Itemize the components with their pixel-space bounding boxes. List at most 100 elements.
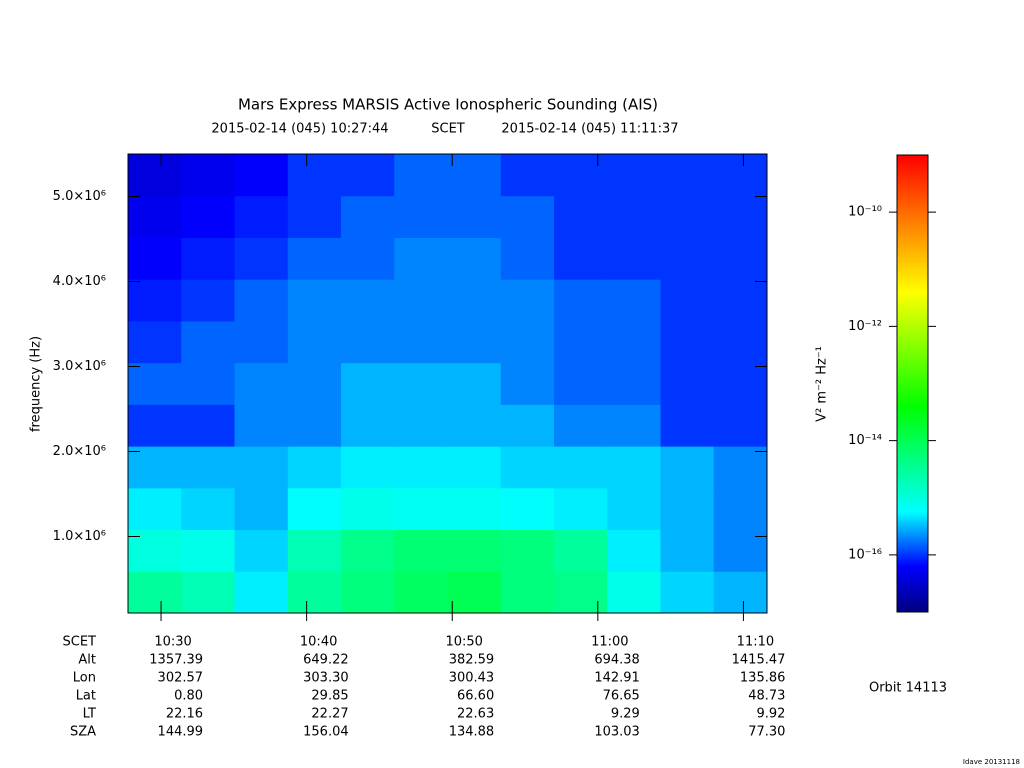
heatmap-cell [713,154,768,197]
heatmap-cell [128,487,182,531]
heatmap-cell [287,487,342,531]
heatmap-cell [341,529,395,572]
ephemeris-value: 22.63 [457,707,494,722]
ephemeris-value: 103.03 [594,725,640,740]
heatmap-cell [607,404,661,447]
ephemeris-value: 0.80 [174,689,203,704]
heatmap-cell [287,237,342,280]
heatmap-cell [341,446,395,489]
heatmap-cell [500,529,555,572]
ephemeris-value: 382.59 [449,653,495,668]
heatmap-cell [607,279,661,322]
heatmap-cell [660,279,715,322]
orbit-label: Orbit 14113 [869,681,947,696]
heatmap-cell [394,195,448,238]
colorbar-label: V² m⁻² Hz⁻¹ [815,346,830,422]
ephemeris-label: Alt [78,653,96,668]
subtitle-end: 2015-02-14 (045) 11:11:37 [501,122,678,137]
ephemeris-value: 48.73 [748,689,785,704]
heatmap-cell [660,529,715,572]
heatmap-cell [394,404,448,447]
heatmap-cell [447,154,502,197]
ephemeris-label: SZA [70,725,96,740]
heatmap-cell [341,195,395,238]
ephemeris-label: Lat [76,689,96,704]
heatmap-cell [500,237,555,280]
ephemeris-value: 142.91 [594,671,640,686]
heatmap-cell [181,362,235,405]
heatmap-cell [181,195,235,238]
heatmap-cell [234,446,289,489]
heatmap-cell [660,237,715,280]
heatmap-cell [554,195,608,238]
heatmap-cell [554,237,608,280]
ephemeris-value: 77.30 [748,725,785,740]
heatmap-cell [554,320,608,364]
colorbar [896,154,929,613]
heatmap-cell [660,154,715,197]
heatmap-cell [554,279,608,322]
heatmap-cell [447,237,502,280]
heatmap-cell [128,446,182,489]
y-tick-label: 3.0×10⁶ [53,359,106,374]
heatmap-cell [128,529,182,572]
heatmap-cell [607,154,661,197]
heatmap-cell [287,529,342,572]
heatmap-cell [607,446,661,489]
heatmap-cell [607,195,661,238]
heatmap-cell [554,487,608,531]
heatmap-cell [447,529,502,572]
heatmap-cell [394,362,448,405]
chart-title: Mars Express MARSIS Active Ionospheric S… [238,96,658,114]
heatmap-cell [713,571,768,614]
heatmap-cell [554,154,608,197]
heatmap-cell [287,404,342,447]
heatmap-cell [554,446,608,489]
x-tick-label: 10:40 [300,635,337,650]
heatmap-cell [500,154,555,197]
heatmap-cell [607,529,661,572]
ephemeris-value: 22.27 [311,707,348,722]
heatmap-cell [181,279,235,322]
x-tick-label: 11:10 [737,635,774,650]
heatmap-cell [554,529,608,572]
heatmap-cell [447,571,502,614]
heatmap-cell [713,487,768,531]
heatmap-cell [128,154,182,197]
heatmap-cell [234,195,289,238]
heatmap-cell [660,446,715,489]
heatmap-cell [660,404,715,447]
ephemeris-value: 1415.47 [732,653,786,668]
heatmap-cell [287,571,342,614]
heatmap-cell [447,279,502,322]
heatmap-cell [394,320,448,364]
heatmap-cell [394,279,448,322]
ephemeris-value: 29.85 [311,689,348,704]
heatmap-cell [181,571,235,614]
heatmap-cell [554,362,608,405]
heatmap-cell [287,446,342,489]
heatmap-cell [607,362,661,405]
heatmap-cell [181,529,235,572]
heatmap-cell [500,404,555,447]
heatmap-cell [500,487,555,531]
colorbar-tick-label: 10⁻¹² [848,319,882,334]
y-axis-label: frequency (Hz) [29,336,44,432]
ephemeris-value: 9.29 [611,707,640,722]
heatmap-cell [128,279,182,322]
ephemeris-value: 66.60 [457,689,494,704]
heatmap-cell [394,446,448,489]
heatmap-cell [447,362,502,405]
heatmap-cell [713,320,768,364]
colorbar-tick-label: 10⁻¹⁶ [848,547,882,562]
heatmap-cell [500,320,555,364]
heatmap-cell [128,404,182,447]
heatmap-cell [713,195,768,238]
heatmap-cell [181,487,235,531]
ephemeris-value: 9.92 [756,707,785,722]
heatmap-cell [341,320,395,364]
heatmap-cell [234,404,289,447]
heatmap-cell [181,446,235,489]
heatmap-cell [500,571,555,614]
